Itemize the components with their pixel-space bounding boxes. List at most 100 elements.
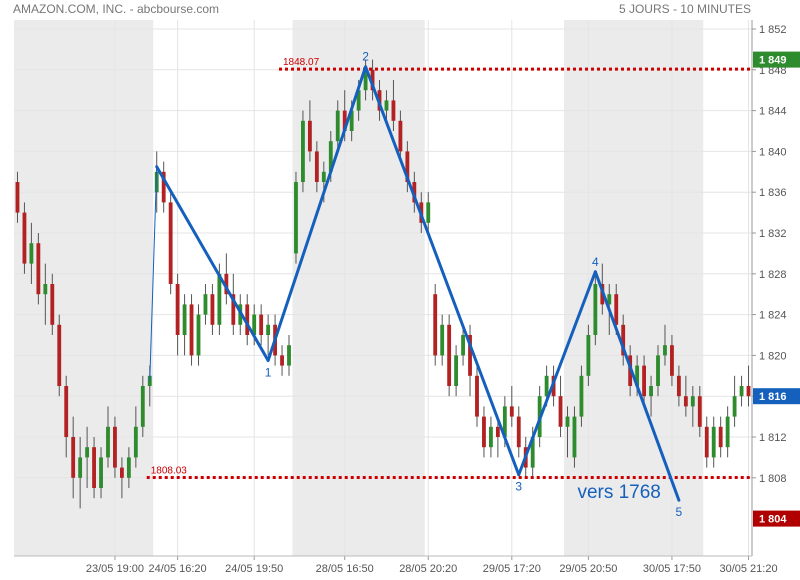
session-shade	[564, 20, 704, 556]
candle-body	[746, 386, 751, 397]
wave-segment	[364, 65, 521, 477]
candle-body	[78, 457, 83, 478]
candle-body	[495, 426, 500, 437]
x-tick-label: 30/05 21:20	[719, 563, 777, 575]
candle-body	[670, 345, 674, 376]
y-tick-label: 1 832	[759, 228, 787, 240]
candle-body	[544, 375, 549, 397]
candle-body	[433, 294, 438, 356]
candle-body	[126, 457, 131, 478]
candle-body	[739, 386, 744, 397]
x-tick-label: 29/05 20:50	[559, 563, 617, 575]
axes: 1 852 1 848 1 844 1 840 1 836 1 832 1 828 1 824…	[14, 20, 787, 575]
candle-body	[252, 314, 257, 335]
candle-body	[489, 426, 493, 448]
candle-body	[482, 416, 486, 448]
candle-body	[175, 284, 180, 335]
candle-body	[231, 294, 236, 325]
candle-body	[43, 284, 48, 295]
y-tick-label: 1 844	[759, 106, 787, 118]
candle-body	[718, 426, 723, 448]
candle-body	[307, 120, 312, 152]
candle-body	[593, 284, 598, 335]
candle-body	[266, 324, 271, 335]
x-tick-label: 24/05 16:20	[149, 563, 207, 575]
wave-segment	[155, 165, 270, 362]
candle-body	[586, 335, 591, 376]
candle-body	[196, 314, 201, 356]
candle-body	[656, 355, 660, 386]
candles	[15, 59, 751, 509]
candle-body	[85, 447, 90, 458]
candle-body	[287, 345, 291, 366]
candle-body	[405, 151, 410, 182]
candle-body	[161, 171, 166, 203]
price-badge-label: 1 804	[759, 514, 787, 526]
candle-body	[36, 243, 41, 295]
candle-body	[92, 447, 96, 488]
candle-body	[572, 416, 577, 458]
candle-body	[370, 69, 375, 91]
wave-label: 2	[362, 50, 369, 64]
candle-body	[15, 182, 20, 213]
candle-body	[363, 69, 368, 91]
candle-body	[99, 457, 103, 488]
candle-body	[335, 110, 340, 142]
candle-body	[704, 426, 709, 458]
candle-body	[516, 416, 521, 448]
y-tick-label: 1 820	[759, 350, 787, 362]
y-tick-label: 1 828	[759, 269, 787, 281]
x-tick-label: 24/05 19:50	[225, 563, 283, 575]
candle-body	[509, 406, 514, 417]
candle-body	[301, 120, 305, 182]
candle-body	[440, 324, 445, 356]
candle-body	[468, 335, 472, 376]
candle-body	[245, 304, 250, 335]
price-badge	[753, 510, 800, 527]
wave-segment	[266, 65, 368, 362]
candle-body	[342, 110, 347, 131]
candle-body	[64, 386, 69, 437]
candle-body	[725, 416, 730, 448]
period-label: 5 JOURS - 10 MINUTES	[618, 2, 751, 16]
candle-body	[259, 314, 264, 335]
wave-segment	[593, 270, 681, 502]
level-label: 1848.07	[283, 57, 320, 68]
candle-body	[663, 345, 667, 356]
candle-body	[412, 182, 417, 203]
candle-body	[356, 90, 361, 111]
candle-body	[106, 426, 110, 458]
candle-body	[398, 120, 403, 152]
candle-body	[690, 396, 695, 407]
y-tick-label: 1 840	[759, 146, 787, 158]
x-tick-label: 28/05 16:50	[316, 563, 374, 575]
wave-label: 1	[265, 366, 272, 380]
candle-body	[621, 324, 626, 356]
candle-body	[475, 375, 479, 417]
candle-body	[349, 110, 354, 131]
price-badge	[753, 51, 800, 68]
candle-body	[224, 273, 229, 295]
candle-body	[280, 355, 284, 366]
x-tick-label: 29/05 17:20	[483, 563, 541, 575]
candle-body	[168, 202, 173, 284]
price-badges: 1 849 1 816 1 804	[753, 51, 800, 527]
instrument-title: AMAZON.COM, INC. - abcbourse.com	[13, 2, 220, 16]
candle-body	[189, 304, 194, 356]
candle-body	[113, 426, 117, 468]
candle-body	[22, 212, 27, 264]
candle-body	[328, 141, 333, 172]
candle-body	[71, 437, 76, 478]
candle-body	[57, 324, 62, 386]
candle-body	[182, 304, 187, 335]
candle-body	[29, 243, 34, 264]
candle-body	[676, 375, 681, 397]
price-badge-label: 1 816	[759, 391, 787, 403]
candle-body	[120, 467, 124, 478]
candle-body	[732, 396, 737, 417]
candle-body	[711, 426, 716, 458]
y-tick-label: 1 808	[759, 473, 787, 485]
candle-body	[314, 151, 319, 182]
candle-body	[461, 335, 465, 356]
candle-body	[217, 273, 222, 325]
